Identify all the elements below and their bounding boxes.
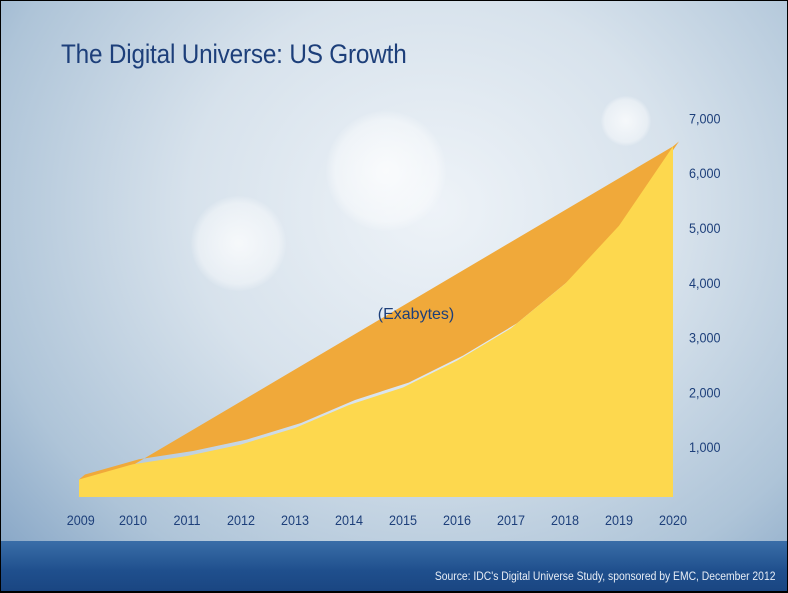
x-tick-label: 2016: [443, 512, 471, 528]
area-series: [79, 146, 673, 497]
x-tick-label: 2011: [173, 512, 200, 528]
x-tick-label: 2015: [389, 512, 417, 528]
x-tick-label: 2018: [551, 512, 579, 528]
source-note: Source: IDC's Digital Universe Study, sp…: [434, 571, 775, 583]
bokeh-light: [326, 111, 446, 231]
y-tick-label: 5,000: [689, 220, 720, 236]
x-tick-label: 2017: [497, 512, 525, 528]
y-tick-label: 1,000: [689, 440, 720, 456]
y-tick-label: 7,000: [689, 111, 720, 127]
chart-title: The Digital Universe: US Growth: [61, 39, 407, 69]
bokeh-light: [601, 96, 651, 146]
x-tick-label: 2010: [119, 512, 147, 528]
x-tick-label: 2020: [659, 512, 687, 528]
x-tick-label: 2019: [605, 512, 633, 528]
y-tick-label: 4,000: [689, 275, 720, 291]
x-tick-label: 2013: [281, 512, 309, 528]
unit-annotation: (Exabytes): [378, 306, 454, 323]
x-tick-label: 2014: [335, 512, 363, 528]
bokeh-light: [191, 196, 286, 291]
footer-band: [1, 541, 787, 591]
x-tick-label: 2009: [67, 512, 95, 528]
y-tick-label: 3,000: [689, 330, 720, 346]
y-tick-label: 2,000: [689, 385, 720, 401]
y-tick-label: 6,000: [689, 166, 720, 182]
x-tick-label: 2012: [227, 512, 255, 528]
area-edge: [79, 141, 679, 497]
